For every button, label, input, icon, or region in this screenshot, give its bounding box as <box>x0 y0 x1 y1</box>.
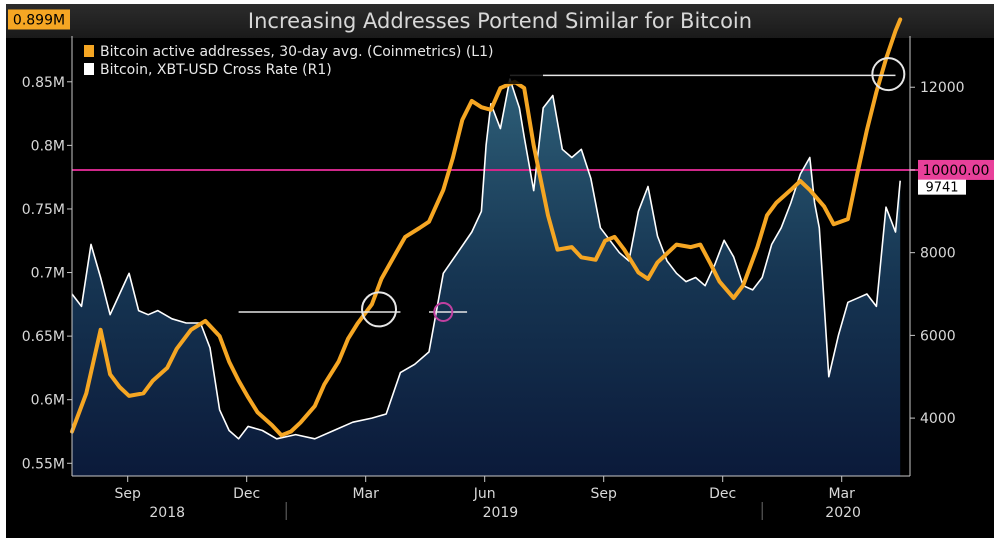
left-tick-label: 0.85M <box>22 75 65 91</box>
legend-swatch <box>84 45 94 57</box>
x-tick-label: Sep <box>590 486 617 502</box>
left-tick-label: 0.65M <box>22 329 65 345</box>
x-tick-label: Dec <box>709 486 736 502</box>
right-tick-label: 8000 <box>920 246 956 262</box>
last-value-label: 0.899M <box>13 12 65 28</box>
price-last-box <box>918 179 966 195</box>
left-tick-label: 0.6M <box>31 393 65 409</box>
left-tick-label: 0.75M <box>22 202 65 218</box>
reference-label: 10000.00 <box>923 163 990 179</box>
annotation-circle-1 <box>433 301 454 322</box>
price-last-label: 9741 <box>925 181 958 196</box>
left-tick-label: 0.7M <box>31 266 65 282</box>
x-tick-label: Mar <box>352 486 379 502</box>
legend-box <box>77 40 543 84</box>
addresses-series-line <box>70 17 903 438</box>
chart-title: Increasing Addresses Portend Similar for… <box>6 4 994 38</box>
legend-entry: Bitcoin active addresses, 30-day avg. (C… <box>100 44 493 60</box>
annotation-circle-2 <box>871 57 906 92</box>
legend-swatch <box>84 63 94 75</box>
annotation-circle-0 <box>361 291 398 328</box>
price-area-fill <box>72 79 901 476</box>
x-tick-label: Dec <box>233 486 260 502</box>
left-tick-label: 0.55M <box>22 456 65 472</box>
x-tick-label: Mar <box>828 486 855 502</box>
price-area <box>72 79 901 476</box>
right-tick-label: 4000 <box>920 411 956 427</box>
price-series-line <box>71 78 901 440</box>
year-label: 2019 <box>483 505 519 521</box>
series-lines <box>70 17 903 440</box>
legend: Bitcoin active addresses, 30-day avg. (C… <box>77 40 543 84</box>
x-tick-label: Jun <box>473 486 496 502</box>
year-label: 2018 <box>149 505 185 521</box>
annotations <box>238 57 906 328</box>
right-tick-label: 12000 <box>920 80 965 96</box>
x-tick-label: Sep <box>114 486 141 502</box>
year-label: 2020 <box>825 505 861 521</box>
left-tick-label: 0.8M <box>31 138 65 154</box>
last-value-box <box>8 9 70 30</box>
legend-entry: Bitcoin, XBT-USD Cross Rate (R1) <box>100 62 332 78</box>
reference-label-box <box>918 159 994 180</box>
axes: 0.55M 0.6M 0.65M 0.7M 0.75M 0.8M 0.85M 4000 6000… <box>8 9 994 521</box>
right-tick-label: 6000 <box>920 328 956 344</box>
